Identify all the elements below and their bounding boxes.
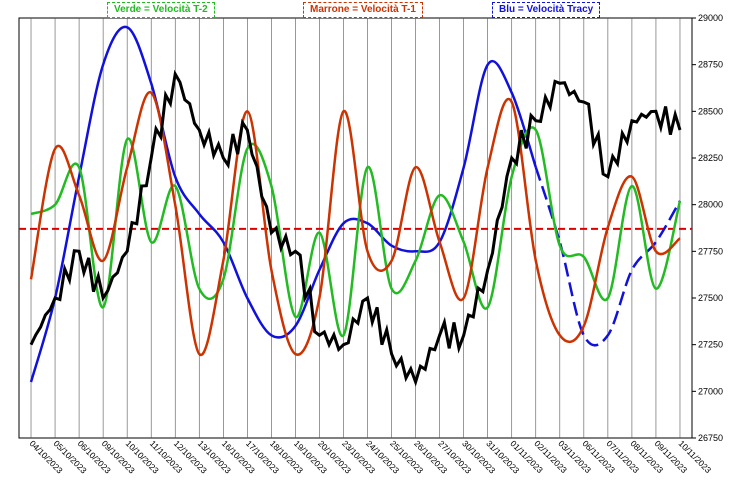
y-tick-label: 28750 — [698, 60, 723, 70]
y-tick-label: 28250 — [698, 153, 723, 163]
x-axis: 04/10/202305/10/202306/10/202309/10/2023… — [28, 438, 714, 475]
y-tick-label: 29000 — [698, 13, 723, 23]
y-tick-label: 28000 — [698, 200, 723, 210]
y-tick-label: 27750 — [698, 246, 723, 256]
y-tick-label: 27500 — [698, 293, 723, 303]
legend-blue-label: Blu = Velocità Tracy — [499, 4, 594, 15]
y-tick-label: 28500 — [698, 106, 723, 116]
legend-green-label: Verde = Velocità T-2 — [114, 4, 208, 15]
y-tick-label: 26750 — [698, 433, 723, 443]
series-line-blue — [29, 25, 537, 383]
legend-blue: Blu = Velocità Tracy — [492, 2, 601, 18]
y-axis: 26750 27000 27250 27500 27750 28000 28250 28500… — [692, 13, 723, 443]
y-tick-label: 27250 — [698, 340, 723, 350]
series-line-blue-projection — [534, 166, 682, 347]
series-lines — [29, 25, 682, 387]
legend-brown: Marrone = Velocità T-1 — [303, 2, 423, 18]
y-tick-label: 27000 — [698, 386, 723, 396]
legend-brown-label: Marrone = Velocità T-1 — [310, 4, 416, 15]
series-line-black — [29, 69, 682, 387]
series-line-brown — [29, 91, 681, 357]
series-line-green — [30, 126, 682, 337]
legend-green: Verde = Velocità T-2 — [107, 2, 215, 18]
